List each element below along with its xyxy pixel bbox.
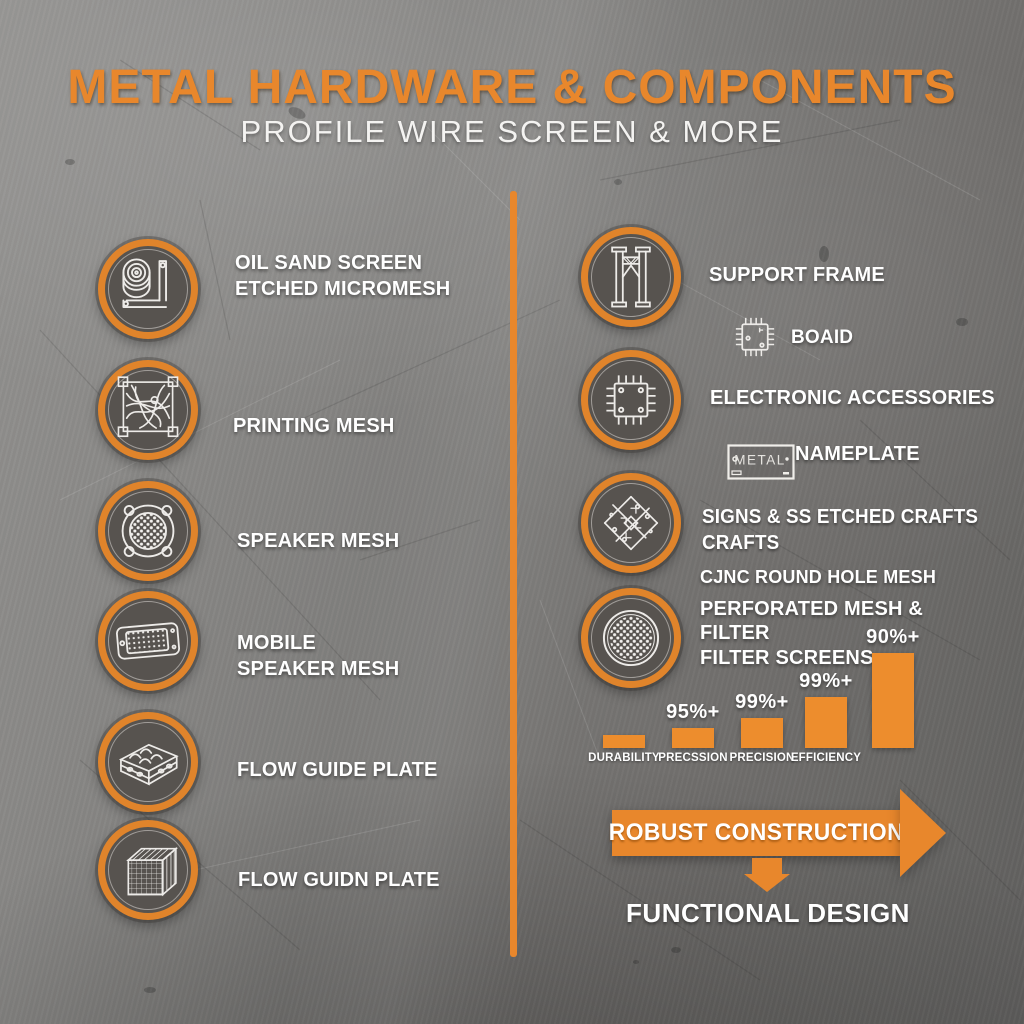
support-frame-icon bbox=[581, 227, 681, 327]
nameplate-icon: METAL bbox=[727, 444, 795, 485]
nameplate-label: NAMEPLATE bbox=[795, 443, 920, 465]
bar-chart: DURABILITY 95%+ PRECSSION 99%+ PRECISION 99%+… bbox=[588, 626, 986, 766]
bar bbox=[872, 653, 914, 748]
bar-value-label: 99%+ bbox=[799, 670, 853, 692]
right-arrow-head-icon bbox=[900, 789, 946, 877]
board-label: BOAID bbox=[791, 327, 854, 348]
left-item-label: MOBILE SPEAKER MESH bbox=[237, 632, 400, 680]
left-item-label: OIL SAND SCREEN ETCHED MICROMESH bbox=[235, 252, 451, 300]
bar-category-label: PRECSSION bbox=[658, 752, 728, 764]
bar-group: 99%+ bbox=[727, 691, 797, 748]
mesh-cube-icon bbox=[98, 820, 198, 920]
bar-value-label: 99%+ bbox=[735, 691, 789, 713]
page-title: METAL HARDWARE & COMPONENTS bbox=[67, 61, 957, 114]
circuit-chip-icon bbox=[581, 350, 681, 450]
bar bbox=[672, 728, 714, 748]
cnc-round-hole-mesh-label: CJNC ROUND HOLE MESH bbox=[700, 567, 937, 587]
signs-etched-crafts-label: SIGNS & SS ETCHED CRAFTS CRAFTS bbox=[702, 506, 979, 554]
mobile-speaker-mesh-icon bbox=[98, 591, 198, 691]
left-item-label: FLOW GUIDE PLATE bbox=[237, 759, 438, 781]
left-item-label: SPEAKER MESH bbox=[237, 530, 400, 552]
left-item-label: FLOW GUIDN PLATE bbox=[238, 869, 440, 891]
column-divider bbox=[510, 191, 517, 957]
right-arrow: ROBUST CONSTRUCTION bbox=[608, 810, 903, 856]
bar-value-label: 95%+ bbox=[666, 701, 720, 723]
bar-category-label: DURABILITY bbox=[588, 752, 660, 764]
bar-group: 95%+ bbox=[658, 701, 728, 748]
printing-mesh-icon bbox=[98, 360, 198, 460]
bar bbox=[805, 697, 847, 748]
down-arrow-head-icon bbox=[744, 874, 790, 892]
bar-value-label: 90%+ bbox=[866, 626, 920, 648]
bar-group: 90%+ bbox=[858, 626, 928, 748]
speaker-mesh-icon bbox=[98, 481, 198, 581]
electronic-accessories-label: ELECTRONIC ACCESSORIES bbox=[710, 387, 995, 409]
bar-category-label: EFFICIENCY bbox=[790, 752, 862, 764]
chip-icon bbox=[726, 306, 784, 373]
bar bbox=[603, 735, 645, 748]
down-arrow-icon bbox=[752, 858, 782, 875]
nameplate-inner-text: METAL bbox=[734, 453, 786, 468]
coiled-screen-icon bbox=[98, 239, 198, 339]
etched-pattern-icon bbox=[581, 473, 681, 573]
functional-design-label: FUNCTIONAL DESIGN bbox=[626, 898, 910, 928]
bar-category-label: PRECISION bbox=[729, 752, 795, 764]
robust-construction-label: ROBUST CONSTRUCTION bbox=[608, 819, 904, 846]
perforated-mesh-label: PERFORATED MESH & FILTER FILTER SCREENS bbox=[700, 598, 924, 669]
bar bbox=[741, 718, 783, 748]
page-subtitle: PROFILE WIRE SCREEN & MORE bbox=[240, 114, 784, 149]
bar-group bbox=[589, 735, 659, 748]
support-frame-label: SUPPORT FRAME bbox=[709, 264, 885, 286]
perforated-mesh-icon bbox=[581, 588, 681, 688]
flow-guide-plate-icon bbox=[98, 712, 198, 812]
left-item-label: PRINTING MESH bbox=[233, 415, 395, 437]
bar-group: 99%+ bbox=[791, 670, 861, 748]
